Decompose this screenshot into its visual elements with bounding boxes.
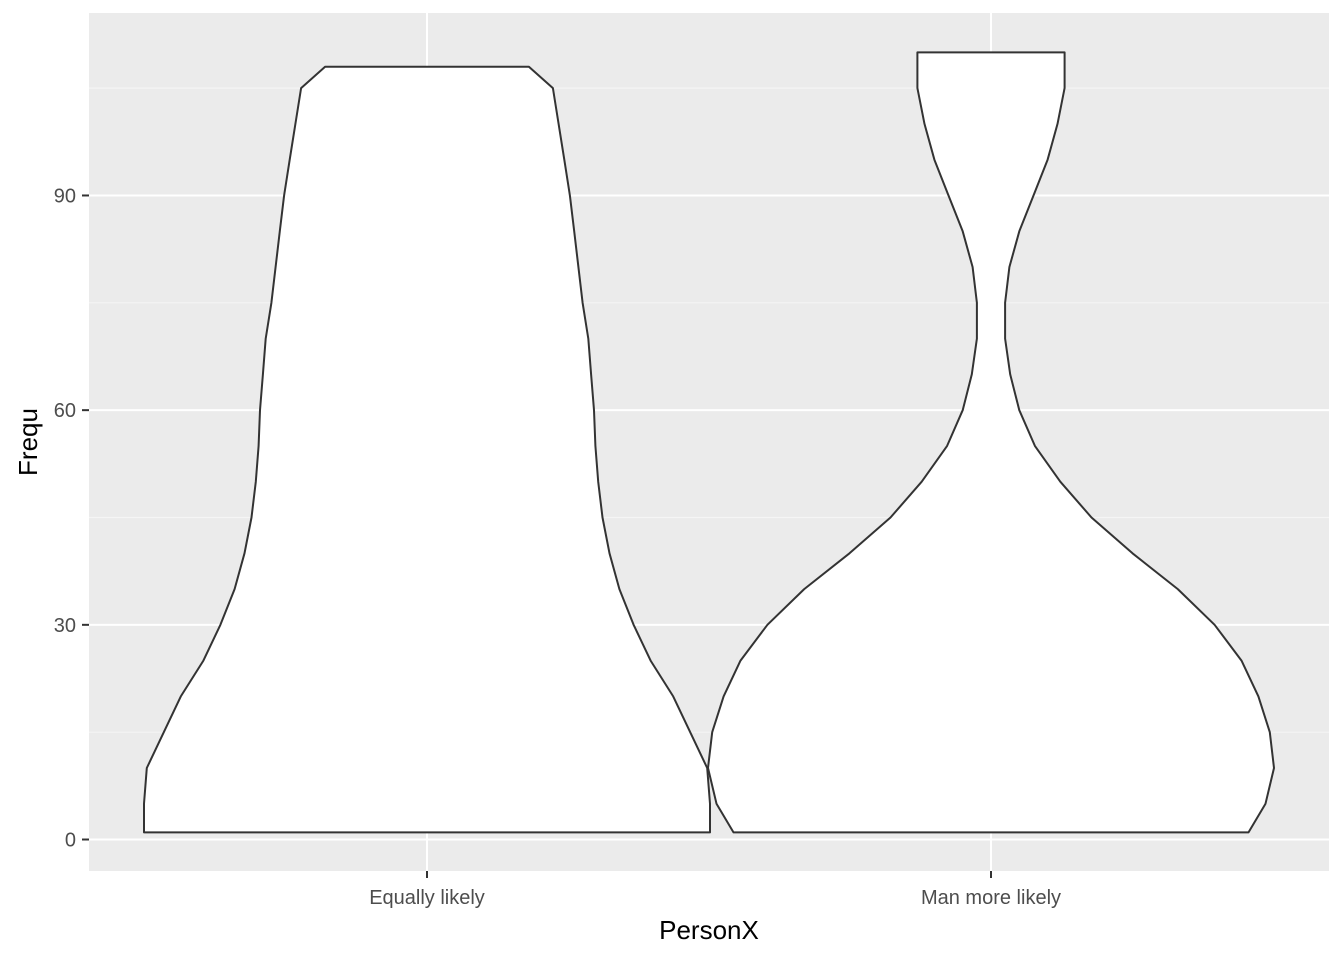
y-axis: 0 30 60 90 — [54, 185, 89, 852]
violin-equally-likely — [143, 65, 711, 834]
y-tick-label: 30 — [54, 615, 76, 637]
x-axis: Equally likely Man more likely — [369, 871, 1061, 909]
violins — [143, 51, 1275, 834]
x-tick-label: Man more likely — [921, 887, 1061, 909]
y-tick-label: 60 — [54, 400, 76, 422]
violin-man-more-likely — [707, 51, 1275, 834]
y-axis-title: Frequ — [13, 408, 43, 476]
y-tick-label: 90 — [54, 185, 76, 207]
y-tick-label: 0 — [65, 830, 76, 852]
x-tick-label: Equally likely — [369, 887, 485, 909]
x-axis-title: PersonX — [659, 915, 759, 945]
